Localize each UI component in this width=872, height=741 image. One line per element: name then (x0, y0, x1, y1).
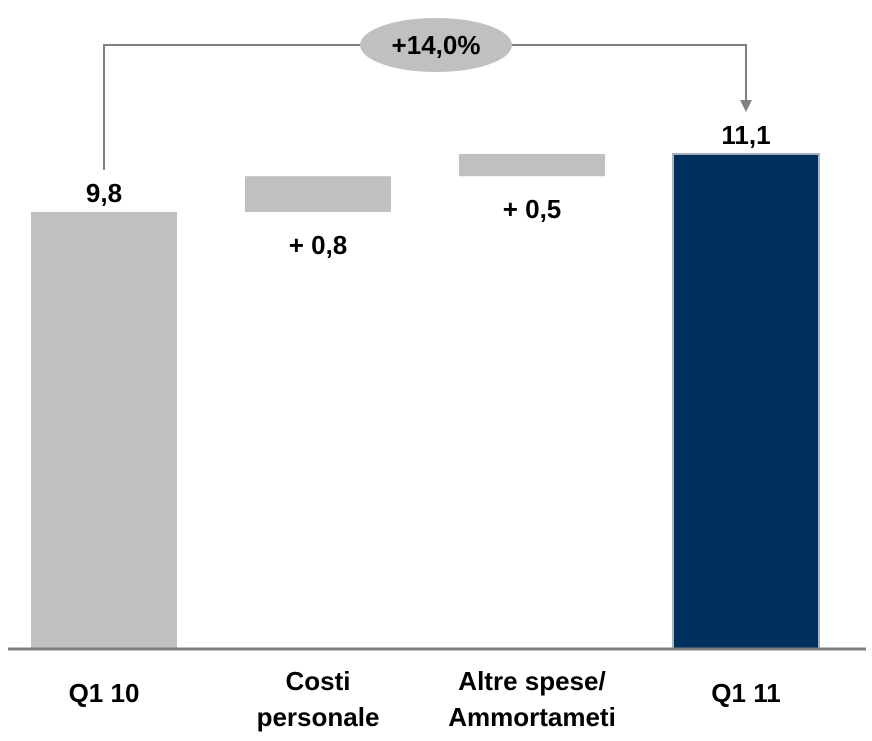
category-label-3: Q1 11 (711, 678, 780, 708)
bar-0 (31, 211, 177, 650)
bar-2 (459, 153, 605, 177)
bar-3 (672, 152, 820, 650)
category-label-0: Q1 10 (69, 678, 140, 708)
data-label-1: + 0,8 (289, 230, 348, 260)
growth-annotation-bubble (360, 18, 512, 72)
growth-annotation-label: +14,0% (392, 30, 481, 60)
data-label-3: 11,1 (721, 120, 770, 150)
data-label-2: + 0,5 (503, 194, 562, 224)
data-label-0: 9,8 (86, 178, 122, 208)
category-label-1: Costi personale (257, 666, 380, 732)
bar-1 (245, 176, 391, 212)
category-label-2: Altre spese/Ammortameti (448, 666, 616, 732)
